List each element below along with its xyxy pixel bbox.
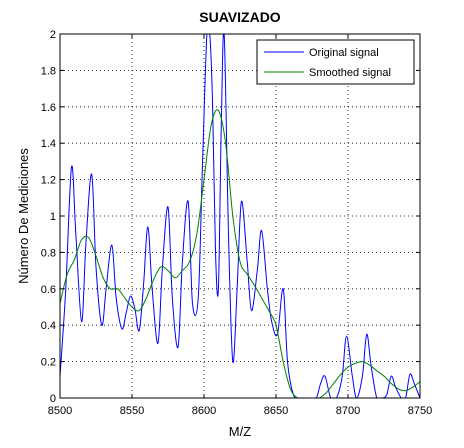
y-axis-label: Número De Mediciones	[16, 148, 31, 284]
y-tick-label: 1	[50, 211, 56, 223]
y-tick-label: 0.4	[41, 320, 56, 332]
y-tick-label: 0.2	[41, 357, 56, 369]
original-signal-line	[60, 34, 420, 398]
legend: Original signal Smoothed signal	[256, 39, 415, 85]
y-tick-label: 0.6	[41, 284, 56, 296]
y-tick-label: 1.6	[41, 102, 56, 114]
x-tick-label: 8600	[192, 405, 216, 417]
y-tick-label: 1.4	[41, 138, 56, 150]
x-tick-label: 8700	[336, 405, 360, 417]
y-tick-label: 0	[50, 393, 56, 405]
series-layer	[60, 34, 420, 398]
smoothed-signal-line	[60, 109, 420, 398]
y-tick-label: 0.8	[41, 247, 56, 259]
x-tick-label: 8750	[408, 405, 432, 417]
x-tick-label: 8550	[120, 405, 144, 417]
y-tick-label: 1.8	[41, 65, 56, 77]
legend-label-original: Original signal	[309, 47, 379, 59]
x-tick-label: 8650	[264, 405, 288, 417]
x-axis-label: M/Z	[229, 424, 251, 439]
ticks: 8500 8550 8600 8650 8700 8750 0 0.2 0.4 0.6 0.8 1 1.…	[41, 29, 433, 417]
y-tick-label: 1.2	[41, 175, 56, 187]
legend-label-smoothed: Smoothed signal	[309, 67, 391, 79]
chart-title: SUAVIZADO	[199, 9, 281, 25]
x-tick-label: 8500	[48, 405, 72, 417]
y-tick-label: 2	[50, 29, 56, 41]
legend-box	[256, 39, 415, 85]
